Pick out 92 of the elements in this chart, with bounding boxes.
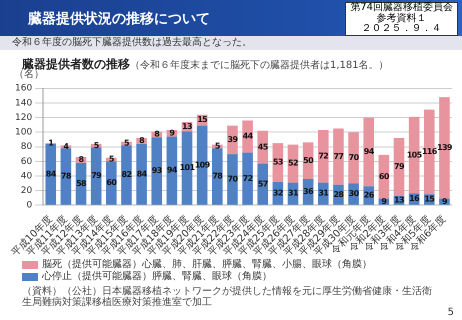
bar xyxy=(363,118,374,186)
y-tick-label: 0 xyxy=(26,200,32,211)
data-label: 53 xyxy=(272,158,283,167)
data-label: 93 xyxy=(152,166,162,176)
data-label: 5 xyxy=(124,138,130,148)
data-label: 9 xyxy=(381,196,388,206)
data-label: 79 xyxy=(394,162,405,171)
data-label: 72 xyxy=(242,174,253,183)
data-label: 16 xyxy=(409,194,420,204)
data-label: 31 xyxy=(318,188,330,198)
data-label: 32 xyxy=(272,188,283,198)
y-tick-label: 100 xyxy=(14,128,32,138)
data-label: 105 xyxy=(406,150,423,160)
data-label: 84 xyxy=(46,169,57,178)
bar xyxy=(288,144,298,183)
data-label: 36 xyxy=(303,186,314,196)
data-label: 60 xyxy=(378,172,390,181)
y-tick-label: 140 xyxy=(14,98,32,108)
bar xyxy=(333,128,344,185)
data-label: 94 xyxy=(364,147,375,156)
data-label: 58 xyxy=(76,178,88,188)
data-label: 45 xyxy=(258,142,269,152)
text: 第74回臓器移植委員会 xyxy=(350,2,453,13)
bar xyxy=(90,148,102,205)
data-label: 5 xyxy=(214,142,221,151)
data-label: 79 xyxy=(91,171,102,180)
bar xyxy=(318,130,329,183)
data-label: 78 xyxy=(212,172,224,181)
y-tick-label: 20 xyxy=(20,186,32,196)
bar xyxy=(242,152,253,205)
data-label: 78 xyxy=(60,172,72,181)
bar xyxy=(151,137,162,205)
data-label: 31 xyxy=(288,188,300,198)
chart-subtitle: 臓器提供者数の推移 xyxy=(22,57,130,71)
text: 令和６年度の脳死下臓器提供数は過去最高となった。 xyxy=(0,36,462,50)
y-tick-label: 160 xyxy=(14,84,32,94)
data-label: 28 xyxy=(333,190,344,199)
y-tick-label: 40 xyxy=(20,171,32,182)
text: （資料）（公社）日本臓器移植ネットワークが提供した情報を元に厚生労働省健康・生活衛生局難病対策課移植医療対策推進室で加工 xyxy=(21,286,433,308)
data-label: 60 xyxy=(106,178,118,188)
y-tick-label: 80 xyxy=(20,142,32,152)
bar xyxy=(45,144,56,205)
y-tick-label: 120 xyxy=(14,112,32,123)
data-label: 70 xyxy=(348,152,360,162)
bar xyxy=(212,148,223,205)
text: 参考資料１ xyxy=(376,12,428,24)
data-label: 84 xyxy=(136,169,148,178)
bar xyxy=(227,154,238,205)
data-label: 26 xyxy=(364,190,375,200)
data-label: 116 xyxy=(422,147,438,156)
data-label: 70 xyxy=(227,174,238,184)
bar xyxy=(394,138,404,196)
data-label: 139 xyxy=(436,142,453,152)
data-label: 15 xyxy=(197,115,208,124)
chart-title: 臓器提供状況の推移について xyxy=(28,10,210,28)
data-label: 72 xyxy=(318,151,328,160)
bar xyxy=(257,164,268,205)
data-label: 57 xyxy=(258,179,268,188)
bar xyxy=(439,97,450,199)
text: ２０２５．９．４ xyxy=(360,23,443,34)
y-axis-title: （名） xyxy=(14,69,44,80)
data-label: 5 xyxy=(94,140,100,150)
data-label: 9 xyxy=(169,128,176,138)
bar xyxy=(166,136,178,205)
y-tick-label: 60 xyxy=(20,156,32,167)
data-label: 39 xyxy=(227,134,238,144)
data-label: 8 xyxy=(154,129,160,138)
data-label: 5 xyxy=(108,154,115,164)
data-label: 44 xyxy=(242,132,254,141)
bar xyxy=(424,110,435,194)
bar xyxy=(182,131,192,205)
data-label: 8 xyxy=(78,155,85,164)
bar xyxy=(60,148,72,205)
data-label: 82 xyxy=(121,170,132,180)
data-label: 8 xyxy=(139,136,146,146)
data-label: 13 xyxy=(182,122,192,131)
bar xyxy=(121,145,132,205)
data-label: 15 xyxy=(424,194,436,204)
bar xyxy=(76,162,86,205)
data-label: 52 xyxy=(288,158,298,168)
text: 5 xyxy=(448,307,454,318)
data-label: 30 xyxy=(348,189,360,198)
bar xyxy=(348,132,359,184)
data-label: 94 xyxy=(166,166,178,175)
data-label: 9 xyxy=(442,196,448,206)
data-label: 50 xyxy=(303,156,314,165)
legend-label: 心停止（提供可能臓器）膵臓、腎臓、眼球（角膜） xyxy=(42,271,272,283)
legend-label: 脳死（提供可能臓器）心臓、肺、肝臓、膵臓、腎臓、小腸、眼球（角膜） xyxy=(42,259,372,270)
text: （令和６年度末までに脳死下の臓器提供者は1,181名。） xyxy=(130,60,389,71)
data-label: 13 xyxy=(394,195,404,204)
bar xyxy=(136,144,147,205)
data-label: 77 xyxy=(333,152,344,161)
